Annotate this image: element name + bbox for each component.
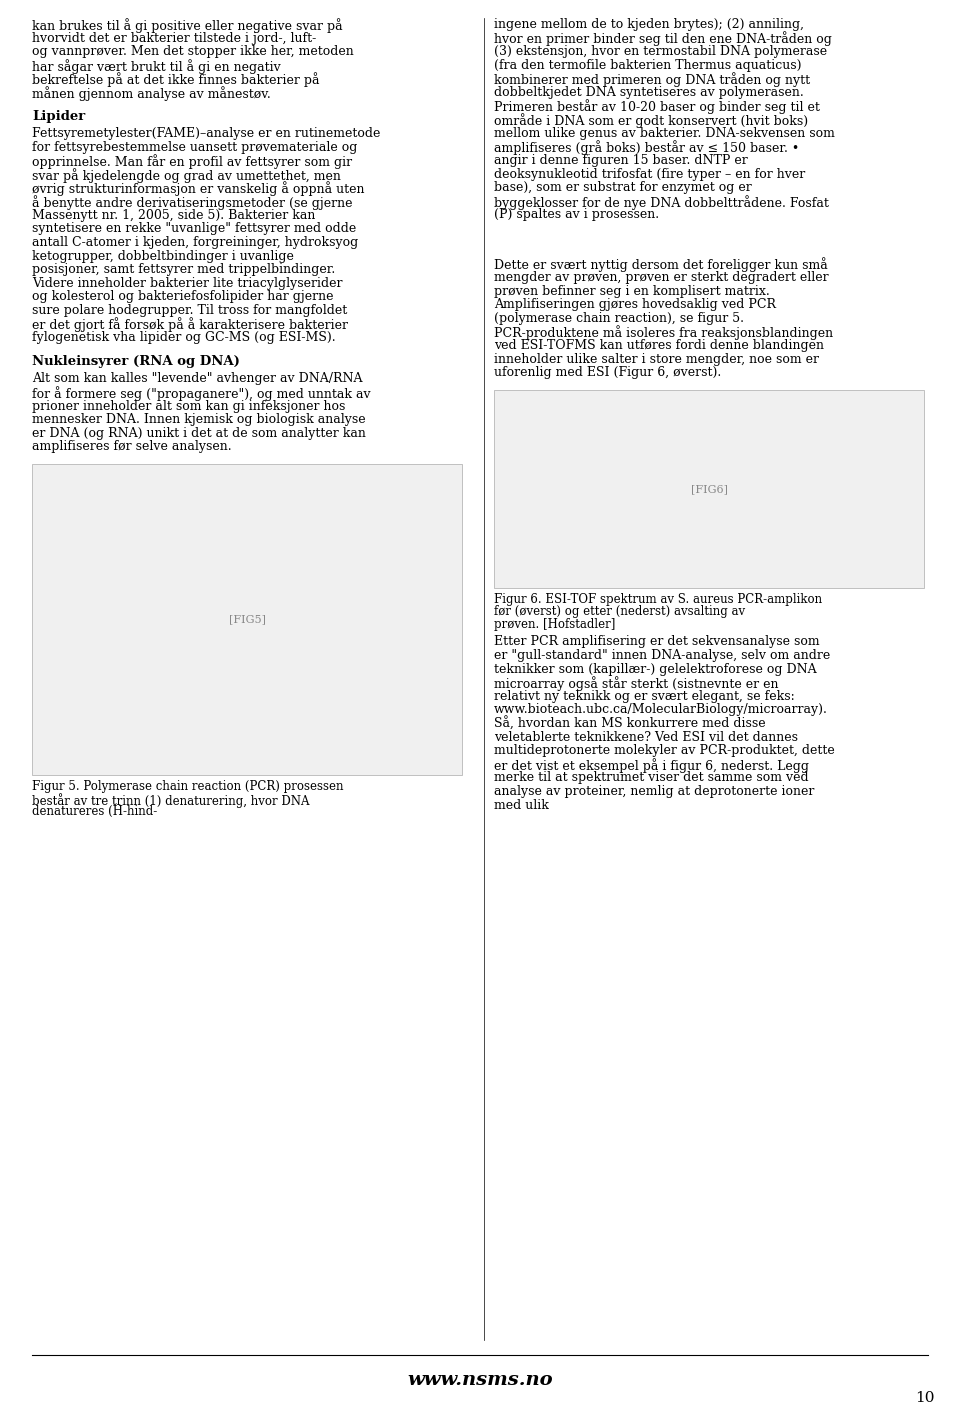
Text: og vannprøver. Men det stopper ikke her, metoden: og vannprøver. Men det stopper ikke her,… <box>32 45 353 58</box>
Text: angir i denne figuren 15 baser. dNTP er: angir i denne figuren 15 baser. dNTP er <box>494 154 748 167</box>
Text: www.nsms.no: www.nsms.no <box>407 1371 553 1390</box>
Bar <box>32 464 462 775</box>
Text: øvrig strukturinformasjon er vanskelig å oppnå uten: øvrig strukturinformasjon er vanskelig å… <box>32 181 365 197</box>
Text: før (øverst) og etter (nederst) avsalting av: før (øverst) og etter (nederst) avsaltin… <box>494 606 745 618</box>
Text: svar på kjedelengde og grad av umettethet, men: svar på kjedelengde og grad av umettethe… <box>32 168 341 183</box>
Text: inneholder ulike salter i store mengder, noe som er: inneholder ulike salter i store mengder,… <box>494 352 819 365</box>
Text: med ulik: med ulik <box>494 798 549 812</box>
Text: multideprotonerte molekyler av PCR-produktet, dette: multideprotonerte molekyler av PCR-produ… <box>494 744 835 757</box>
Text: (3) ekstensjon, hvor en termostabil DNA polymerase: (3) ekstensjon, hvor en termostabil DNA … <box>494 45 828 58</box>
Text: har sågar vært brukt til å gi en negativ: har sågar vært brukt til å gi en negativ <box>32 59 280 74</box>
Text: ved ESI-TOFMS kan utføres fordi denne blandingen: ved ESI-TOFMS kan utføres fordi denne bl… <box>494 340 824 352</box>
Text: å benytte andre derivatiseringsmetoder (se gjerne: å benytte andre derivatiseringsmetoder (… <box>32 195 352 209</box>
Text: mellom ulike genus av bakterier. DNA-sekvensen som: mellom ulike genus av bakterier. DNA-sek… <box>494 127 835 140</box>
Text: deoksynukleotid trifosfat (fire typer – en for hver: deoksynukleotid trifosfat (fire typer – … <box>494 167 805 181</box>
Text: dobbeltkjedet DNA syntetiseres av polymerasen.: dobbeltkjedet DNA syntetiseres av polyme… <box>494 86 804 99</box>
Text: www.bioteach.ubc.ca/MolecularBiology/microarray).: www.bioteach.ubc.ca/MolecularBiology/mic… <box>494 703 828 716</box>
Text: Massenytt nr. 1, 2005, side 5). Bakterier kan: Massenytt nr. 1, 2005, side 5). Bakterie… <box>32 209 316 222</box>
Text: hvor en primer binder seg til den ene DNA-tråden og: hvor en primer binder seg til den ene DN… <box>494 31 832 47</box>
Text: og kolesterol og bakteriefosfolipider har gjerne: og kolesterol og bakteriefosfolipider ha… <box>32 290 333 303</box>
Text: (fra den termofile bakterien Thermus aquaticus): (fra den termofile bakterien Thermus aqu… <box>494 59 802 72</box>
Text: prøven befinner seg i en komplisert matrix.: prøven befinner seg i en komplisert matr… <box>494 284 770 297</box>
Text: microarray også står sterkt (sistnevnte er en: microarray også står sterkt (sistnevnte … <box>494 676 779 691</box>
Text: hvorvidt det er bakterier tilstede i jord-, luft-: hvorvidt det er bakterier tilstede i jor… <box>32 31 316 45</box>
Text: merke til at spektrumet viser det samme som ved: merke til at spektrumet viser det samme … <box>494 771 808 784</box>
Text: for fettsyrebestemmelse uansett prøvemateriale og: for fettsyrebestemmelse uansett prøvemat… <box>32 142 357 154</box>
Text: bekreftelse på at det ikke finnes bakterier på: bekreftelse på at det ikke finnes bakter… <box>32 72 320 88</box>
Text: Dette er svært nyttig dersom det foreligger kun små: Dette er svært nyttig dersom det forelig… <box>494 258 828 272</box>
Text: byggeklosser for de nye DNA dobbelttrådene. Fosfat: byggeklosser for de nye DNA dobbelttråde… <box>494 195 828 209</box>
Text: [FIG5]: [FIG5] <box>228 614 266 624</box>
Text: uforenlig med ESI (Figur 6, øverst).: uforenlig med ESI (Figur 6, øverst). <box>494 366 721 379</box>
Text: er DNA (og RNA) unikt i det at de som analytter kan: er DNA (og RNA) unikt i det at de som an… <box>32 427 366 440</box>
Text: Så, hvordan kan MS konkurrere med disse: Så, hvordan kan MS konkurrere med disse <box>494 717 766 732</box>
Text: base), som er substrat for enzymet og er: base), som er substrat for enzymet og er <box>494 181 752 194</box>
Text: teknikker som (kapillær-) gelelektroforese og DNA: teknikker som (kapillær-) gelelektrofore… <box>494 662 817 676</box>
Text: denatureres (H-hind-: denatureres (H-hind- <box>32 805 157 818</box>
Text: relativt ny teknikk og er svært elegant, se feks:: relativt ny teknikk og er svært elegant,… <box>494 691 795 703</box>
Text: ingene mellom de to kjeden brytes); (2) anniling,: ingene mellom de to kjeden brytes); (2) … <box>494 18 804 31</box>
Text: veletablerte teknikkene? Ved ESI vil det dannes: veletablerte teknikkene? Ved ESI vil det… <box>494 730 798 744</box>
Text: posisjoner, samt fettsyrer med trippelbindinger.: posisjoner, samt fettsyrer med trippelbi… <box>32 263 335 276</box>
Text: består av tre trinn (1) denaturering, hvor DNA: består av tre trinn (1) denaturering, hv… <box>32 792 309 808</box>
Text: er det gjort få forsøk på å karakterisere bakterier: er det gjort få forsøk på å karakteriser… <box>32 317 348 333</box>
Text: Fettsyremetylester(FAME)–analyse er en rutinemetode: Fettsyremetylester(FAME)–analyse er en r… <box>32 127 380 140</box>
Text: opprinnelse. Man får en profil av fettsyrer som gir: opprinnelse. Man får en profil av fettsy… <box>32 154 352 170</box>
Text: (polymerase chain reaction), se figur 5.: (polymerase chain reaction), se figur 5. <box>494 311 744 325</box>
Bar <box>494 391 924 589</box>
Text: Alt som kan kalles "levende" avhenger av DNA/RNA: Alt som kan kalles "levende" avhenger av… <box>32 372 363 385</box>
Text: [FIG6]: [FIG6] <box>690 484 728 494</box>
Text: ketogrupper, dobbeltbindinger i uvanlige: ketogrupper, dobbeltbindinger i uvanlige <box>32 249 294 263</box>
Text: analyse av proteiner, nemlig at deprotonerte ioner: analyse av proteiner, nemlig at deproton… <box>494 785 814 798</box>
Text: Etter PCR amplifisering er det sekvensanalyse som: Etter PCR amplifisering er det sekvensan… <box>494 635 820 648</box>
Text: er "gull-standard" innen DNA-analyse, selv om andre: er "gull-standard" innen DNA-analyse, se… <box>494 649 830 662</box>
Text: sure polare hodegrupper. Til tross for mangfoldet: sure polare hodegrupper. Til tross for m… <box>32 304 348 317</box>
Text: Figur 5. Polymerase chain reaction (PCR) prosessen: Figur 5. Polymerase chain reaction (PCR)… <box>32 780 344 794</box>
Text: syntetisere en rekke "uvanlige" fettsyrer med odde: syntetisere en rekke "uvanlige" fettsyre… <box>32 222 356 235</box>
Text: amplifiseres (grå boks) består av ≤ 150 baser. •: amplifiseres (grå boks) består av ≤ 150 … <box>494 140 800 156</box>
Text: antall C-atomer i kjeden, forgreininger, hydroksyog: antall C-atomer i kjeden, forgreininger,… <box>32 236 358 249</box>
Text: Videre inneholder bakterier lite triacylglyserider: Videre inneholder bakterier lite triacyl… <box>32 277 343 290</box>
Text: månen gjennom analyse av månestøv.: månen gjennom analyse av månestøv. <box>32 86 271 100</box>
Text: Nukleinsyrer (RNA og DNA): Nukleinsyrer (RNA og DNA) <box>32 355 240 368</box>
Text: Primeren består av 10-20 baser og binder seg til et: Primeren består av 10-20 baser og binder… <box>494 99 820 115</box>
Text: prioner inneholder alt som kan gi infeksjoner hos: prioner inneholder alt som kan gi infeks… <box>32 399 346 413</box>
Text: kan brukes til å gi positive eller negative svar på: kan brukes til å gi positive eller negat… <box>32 18 343 33</box>
Text: mennesker DNA. Innen kjemisk og biologisk analyse: mennesker DNA. Innen kjemisk og biologis… <box>32 413 366 426</box>
Text: mengder av prøven, prøven er sterkt degradert eller: mengder av prøven, prøven er sterkt degr… <box>494 272 828 284</box>
Text: prøven. [Hofstadler]: prøven. [Hofstadler] <box>494 618 615 631</box>
Text: kombinerer med primeren og DNA tråden og nytt: kombinerer med primeren og DNA tråden og… <box>494 72 810 88</box>
Text: (P) spaltes av i prosessen.: (P) spaltes av i prosessen. <box>494 208 660 221</box>
Text: 10: 10 <box>916 1391 935 1405</box>
Text: for å formere seg ("propaganere"), og med unntak av: for å formere seg ("propaganere"), og me… <box>32 386 371 400</box>
Text: PCR-produktene må isoleres fra reaksjonsblandingen: PCR-produktene må isoleres fra reaksjons… <box>494 325 833 341</box>
Text: Figur 6. ESI-TOF spektrum av S. aureus PCR-amplikon: Figur 6. ESI-TOF spektrum av S. aureus P… <box>494 593 822 606</box>
Text: amplifiseres før selve analysen.: amplifiseres før selve analysen. <box>32 440 231 453</box>
Text: Amplifiseringen gjøres hovedsaklig ved PCR: Amplifiseringen gjøres hovedsaklig ved P… <box>494 299 776 311</box>
Text: Lipider: Lipider <box>32 109 85 123</box>
Text: er det vist et eksempel på i figur 6, nederst. Legg: er det vist et eksempel på i figur 6, ne… <box>494 758 809 773</box>
Text: fylogenetisk vha lipider og GC-MS (og ESI-MS).: fylogenetisk vha lipider og GC-MS (og ES… <box>32 331 336 344</box>
Text: område i DNA som er godt konservert (hvit boks): område i DNA som er godt konservert (hvi… <box>494 113 808 129</box>
